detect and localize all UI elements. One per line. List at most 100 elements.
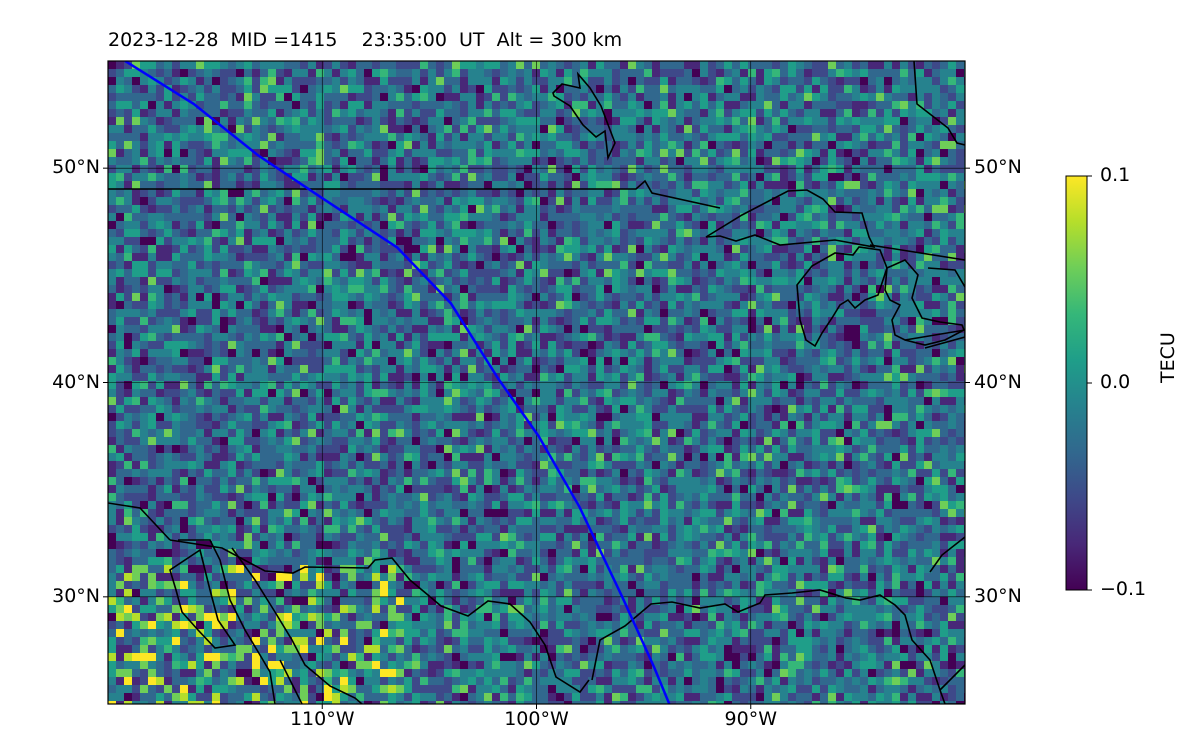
tec-pixel [772, 245, 780, 253]
tec-pixel [124, 421, 132, 429]
tec-pixel [684, 165, 692, 173]
tec-pixel [836, 405, 844, 413]
tec-pixel [260, 365, 268, 373]
tec-pixel [796, 373, 804, 381]
tec-pixel [524, 357, 532, 365]
tec-pixel [716, 349, 724, 357]
tec-pixel [332, 165, 340, 173]
tec-pixel [156, 309, 164, 317]
tec-pixel [196, 309, 204, 317]
tec-pixel [452, 325, 460, 333]
tec-pixel [572, 269, 580, 277]
tec-pixel [628, 301, 636, 309]
tec-pixel [756, 261, 764, 269]
tec-pixel [844, 373, 852, 381]
tec-pixel [260, 181, 268, 189]
tec-pixel [340, 277, 348, 285]
tec-pixel [252, 109, 260, 117]
tec-pixel [196, 253, 204, 261]
tec-pixel [316, 165, 324, 173]
tec-pixel [380, 213, 388, 221]
tec-pixel [412, 261, 420, 269]
tec-pixel [380, 237, 388, 245]
tec-pixel [868, 405, 876, 413]
tec-pixel [260, 253, 268, 261]
tec-pixel [812, 301, 820, 309]
tec-pixel [460, 325, 468, 333]
tec-pixel [636, 205, 644, 213]
tec-pixel [516, 205, 524, 213]
tec-pixel [452, 253, 460, 261]
tec-pixel [220, 221, 228, 229]
tec-pixel [492, 77, 500, 85]
tec-pixel [820, 117, 828, 125]
tec-pixel [180, 157, 188, 165]
tec-pixel [468, 85, 476, 93]
tec-pixel [124, 125, 132, 133]
tec-pixel [860, 389, 868, 397]
tec-pixel [252, 325, 260, 333]
tec-pixel [356, 125, 364, 133]
tec-pixel [396, 109, 404, 117]
tec-pixel [236, 357, 244, 365]
tec-pixel [708, 125, 716, 133]
tec-pixel [916, 341, 924, 349]
tec-pixel [220, 357, 228, 365]
tec-pixel [876, 373, 884, 381]
tec-pixel [308, 269, 316, 277]
tec-pixel [668, 109, 676, 117]
tec-pixel [652, 237, 660, 245]
tec-pixel [300, 357, 308, 365]
tec-pixel [572, 61, 580, 69]
tec-pixel [876, 197, 884, 205]
tec-pixel [124, 277, 132, 285]
tec-pixel [356, 61, 364, 69]
tec-pixel [252, 157, 260, 165]
tec-pixel [836, 285, 844, 293]
tec-pixel [780, 421, 788, 429]
tec-pixel [212, 141, 220, 149]
tec-pixel [140, 365, 148, 373]
tec-pixel [548, 333, 556, 341]
tec-pixel [356, 381, 364, 389]
tec-pixel [212, 197, 220, 205]
tec-pixel [836, 85, 844, 93]
tec-pixel [532, 333, 540, 341]
tec-pixel [396, 261, 404, 269]
tec-pixel [548, 141, 556, 149]
tec-pixel [652, 293, 660, 301]
tec-pixel [444, 293, 452, 301]
tec-pixel [812, 77, 820, 85]
tec-pixel [324, 221, 332, 229]
tec-pixel [372, 405, 380, 413]
tec-pixel [300, 133, 308, 141]
tec-pixel [364, 101, 372, 109]
tec-pixel [172, 285, 180, 293]
tec-pixel [828, 77, 836, 85]
tec-pixel [868, 301, 876, 309]
tec-pixel [260, 293, 268, 301]
tec-pixel [572, 125, 580, 133]
tec-pixel [276, 333, 284, 341]
tec-pixel [444, 261, 452, 269]
tec-pixel [788, 389, 796, 397]
tec-pixel [380, 373, 388, 381]
tec-pixel [532, 373, 540, 381]
tec-pixel [556, 237, 564, 245]
tec-pixel [508, 309, 516, 317]
tec-pixel [924, 125, 932, 133]
tec-pixel [524, 389, 532, 397]
tec-pixel [940, 237, 948, 245]
tec-pixel [156, 205, 164, 213]
tec-pixel [500, 309, 508, 317]
tec-pixel [908, 141, 916, 149]
tec-pixel [900, 93, 908, 101]
tec-pixel [636, 157, 644, 165]
tec-pixel [116, 269, 124, 277]
tec-pixel [124, 117, 132, 125]
tec-pixel [572, 261, 580, 269]
tec-pixel [500, 93, 508, 101]
tec-pixel [772, 213, 780, 221]
tec-pixel [172, 101, 180, 109]
tec-pixel [660, 389, 668, 397]
